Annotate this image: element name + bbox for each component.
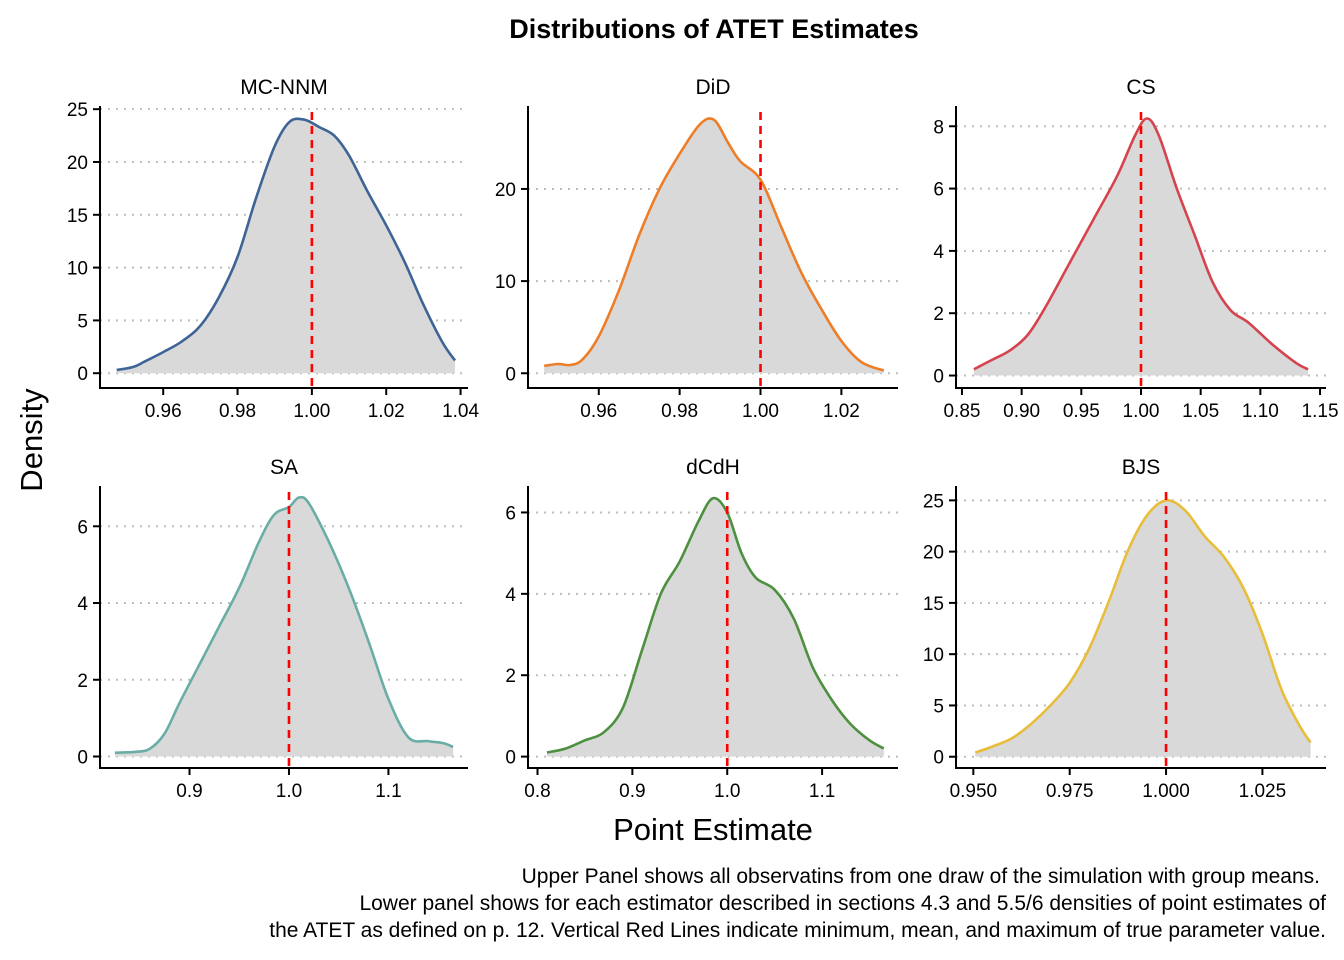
x-tick-label-sa-0: 0.9: [176, 781, 202, 802]
density-area-sa: [114, 497, 454, 757]
density-line-cs: [973, 117, 1309, 371]
panel-cs: 0 2 4 6 8 0.85 0.90 0.95 1.00 1.05 1.10 1.15 CS: [933, 76, 1338, 422]
y-tick-label-bjs-3: 15: [923, 594, 944, 615]
y-tick-label-sa-0: 0: [77, 747, 88, 768]
y-tick-label-mc-nnm-1: 5: [77, 311, 88, 332]
panel-mc-nnm: 0 5 10 15 20 25 0.96 0.98 1.00 1.02 1.04 MC-NNM: [67, 76, 480, 422]
x-tick-label-mc-nnm-3: 1.02: [368, 401, 405, 422]
y-tick-label-bjs-1: 5: [933, 696, 944, 717]
strip-title-bjs: BJS: [1122, 456, 1161, 479]
caption-line-2: Lower panel shows for each estimator des…: [359, 892, 1326, 915]
y-tick-label-mc-nnm-2: 10: [67, 259, 88, 280]
x-tick-label-sa-1: 1.0: [276, 781, 302, 802]
y-tick-label-bjs-5: 25: [923, 491, 944, 512]
x-tick-label-dcdh-0: 0.8: [524, 781, 550, 802]
x-tick-label-cs-2: 0.95: [1063, 401, 1100, 422]
x-tick-label-cs-6: 1.15: [1302, 401, 1339, 422]
y-tick-label-bjs-4: 20: [923, 543, 944, 564]
x-tick-label-did-1: 0.98: [661, 401, 698, 422]
y-tick-label-cs-0: 0: [933, 367, 944, 388]
y-tick-label-mc-nnm-3: 15: [67, 206, 88, 227]
x-tick-label-mc-nnm-1: 0.98: [219, 401, 256, 422]
panel-bjs: 0 5 10 15 20 25 0.950 0.975 1.000 1.025 BJS: [923, 456, 1326, 802]
caption-line-1: Upper Panel shows all observatins from o…: [522, 865, 1320, 888]
y-tick-label-bjs-0: 0: [933, 748, 944, 769]
x-tick-label-bjs-0: 0.950: [950, 781, 998, 802]
density-area-dcdh: [547, 498, 884, 757]
density-area-bjs: [975, 500, 1311, 757]
density-line-mc-nnm: [116, 117, 457, 372]
y-tick-label-sa-1: 2: [77, 671, 88, 692]
y-tick-label-cs-2: 4: [933, 242, 944, 263]
y-tick-label-dcdh-3: 6: [505, 503, 516, 524]
y-tick-label-dcdh-0: 0: [505, 748, 516, 769]
y-tick-label-mc-nnm-0: 0: [77, 364, 88, 385]
x-axis-label: Point Estimate: [613, 812, 813, 847]
y-tick-label-dcdh-2: 4: [505, 585, 516, 606]
y-tick-label-sa-3: 6: [77, 517, 88, 538]
y-axis-label: Density: [14, 388, 49, 492]
strip-title-dcdh: dCdH: [686, 456, 740, 479]
y-tick-label-did-1: 10: [495, 272, 516, 293]
strip-title-cs: CS: [1126, 76, 1155, 99]
density-line-bjs: [974, 499, 1312, 754]
y-tick-label-dcdh-1: 2: [505, 666, 516, 687]
panel-dcdh: 0 2 4 6 0.8 0.9 1.0 1.1 dCdH: [505, 456, 898, 802]
density-line-dcdh: [546, 496, 885, 754]
x-tick-label-mc-nnm-2: 1.00: [293, 401, 330, 422]
density-area-mc-nnm: [116, 118, 455, 374]
density-line-did: [544, 117, 885, 372]
density-area-did: [544, 118, 884, 374]
y-tick-label-mc-nnm-4: 20: [67, 153, 88, 174]
x-tick-label-did-3: 1.02: [823, 401, 860, 422]
x-tick-label-cs-3: 1.00: [1123, 401, 1160, 422]
y-tick-label-did-2: 20: [495, 180, 516, 201]
x-tick-label-bjs-2: 1.000: [1142, 781, 1190, 802]
caption-line-3: the ATET as defined on p. 12. Vertical R…: [269, 919, 1326, 942]
x-tick-label-dcdh-3: 1.1: [809, 781, 835, 802]
strip-title-did: DiD: [696, 76, 731, 99]
x-tick-label-mc-nnm-0: 0.96: [145, 401, 182, 422]
x-tick-label-dcdh-1: 0.9: [619, 781, 645, 802]
x-tick-label-cs-5: 1.10: [1242, 401, 1279, 422]
x-tick-label-bjs-3: 1.025: [1239, 781, 1287, 802]
y-tick-label-did-0: 0: [505, 364, 516, 385]
panel-sa: 0 2 4 6 0.9 1.0 1.1 SA: [77, 456, 468, 802]
y-tick-label-sa-2: 4: [77, 594, 88, 615]
x-tick-label-sa-2: 1.1: [375, 781, 401, 802]
y-tick-label-mc-nnm-5: 25: [67, 100, 88, 121]
figure-title: Distributions of ATET Estimates: [509, 14, 919, 44]
y-tick-label-bjs-2: 10: [923, 645, 944, 666]
x-tick-label-bjs-1: 0.975: [1046, 781, 1094, 802]
x-tick-label-mc-nnm-4: 1.04: [442, 401, 479, 422]
x-tick-label-did-2: 1.00: [742, 401, 779, 422]
y-tick-label-cs-3: 6: [933, 180, 944, 201]
x-tick-label-cs-0: 0.85: [943, 401, 980, 422]
strip-title-mc-nnm: MC-NNM: [240, 76, 327, 99]
panel-did: 0 10 20 0.96 0.98 1.00 1.02 DiD: [495, 76, 898, 422]
x-tick-label-dcdh-2: 1.0: [714, 781, 740, 802]
x-tick-label-did-0: 0.96: [580, 401, 617, 422]
y-tick-label-cs-1: 2: [933, 304, 944, 325]
x-tick-label-cs-4: 1.05: [1182, 401, 1219, 422]
y-tick-label-cs-4: 8: [933, 117, 944, 138]
strip-title-sa: SA: [270, 456, 298, 479]
density-area-cs: [973, 118, 1309, 376]
x-tick-label-cs-1: 0.90: [1003, 401, 1040, 422]
